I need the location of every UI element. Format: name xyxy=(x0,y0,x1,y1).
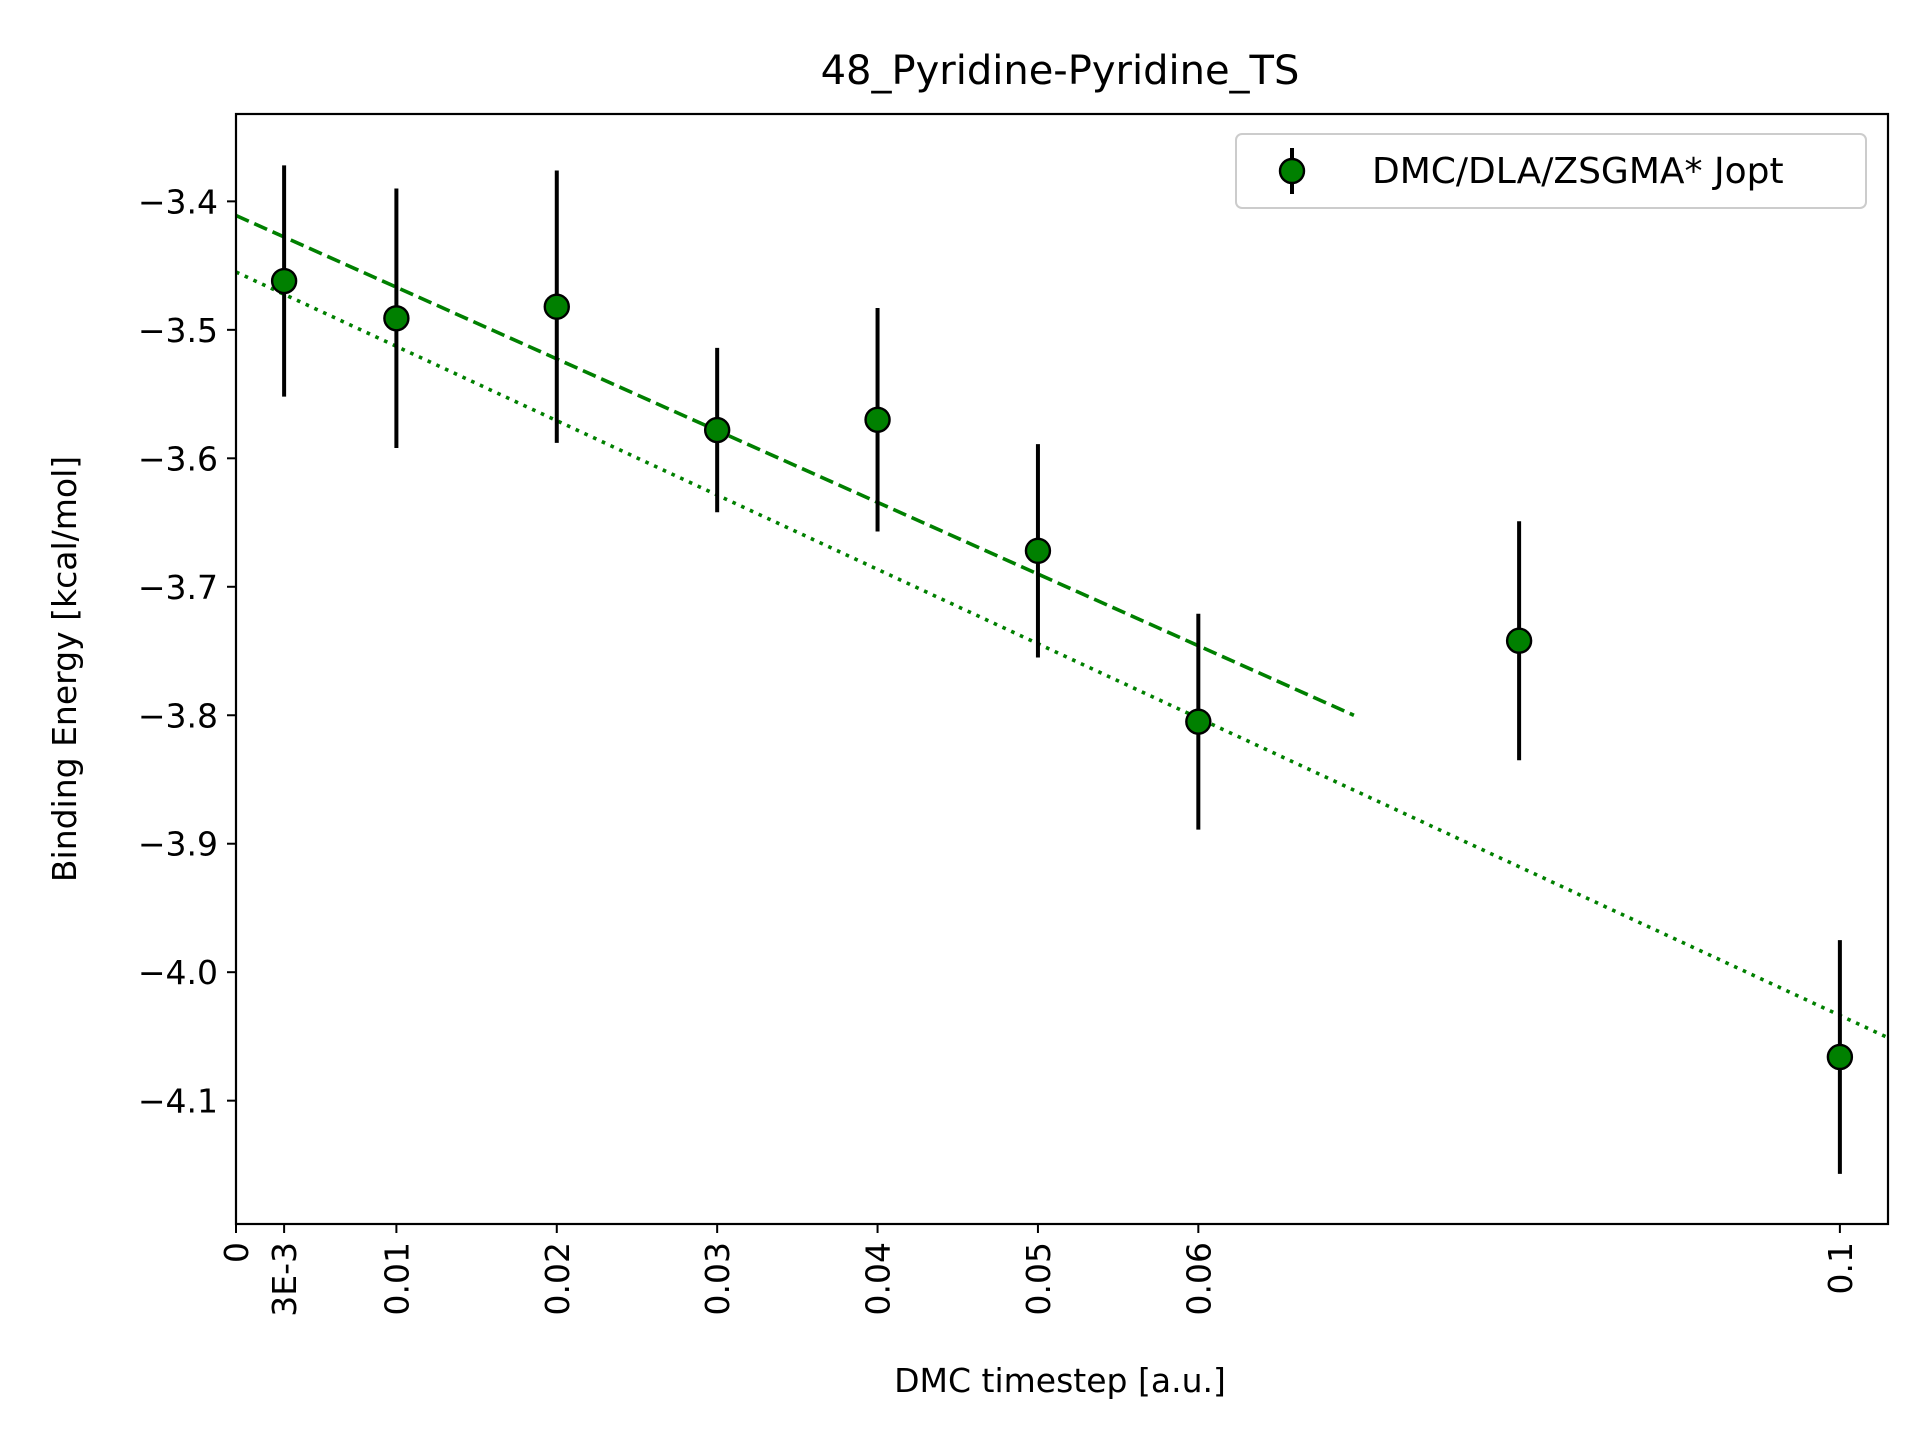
data-point xyxy=(1185,708,1212,735)
legend-marker xyxy=(1278,148,1306,194)
data-point xyxy=(383,305,410,332)
fit-line-dotted xyxy=(235,270,1889,1040)
y-axis: −3.4 −3.5 −3.6 −3.7 −3.8 −3.9 −4.0 −4.1 xyxy=(138,182,236,1121)
plot-layer xyxy=(235,165,1889,1174)
data-point xyxy=(543,293,570,320)
legend: DMC/DLA/ZSGMA* Jopt xyxy=(1235,133,1867,209)
legend-marker-dot xyxy=(1278,157,1306,185)
y-tick-label: −4.0 xyxy=(138,953,218,992)
data-point xyxy=(1505,627,1533,654)
x-tick-label: 3E-3 xyxy=(265,1242,304,1317)
y-axis-label: Binding Energy [kcal/mol] xyxy=(45,456,84,882)
x-tick-label: 0.02 xyxy=(538,1242,577,1315)
x-tick-label: 0.05 xyxy=(1019,1242,1058,1315)
data-point xyxy=(270,267,298,295)
x-tick-label: 0.04 xyxy=(859,1242,898,1315)
x-axis-label: DMC timestep [a.u.] xyxy=(894,1361,1226,1400)
legend-label: DMC/DLA/ZSGMA* Jopt xyxy=(1372,151,1784,192)
data-point xyxy=(864,406,891,433)
x-tick-label: 0.01 xyxy=(377,1242,416,1315)
chart-title: 48_Pyridine-Pyridine_TS xyxy=(821,48,1300,94)
x-tick-label: 0 xyxy=(217,1242,256,1263)
y-tick-label: −4.1 xyxy=(138,1082,218,1121)
y-tick-label: −3.5 xyxy=(138,311,218,350)
y-tick-label: −3.4 xyxy=(138,182,218,221)
data-point xyxy=(1826,1043,1854,1071)
data-point xyxy=(703,416,731,444)
legend-box xyxy=(1235,133,1867,209)
fit-line-dashed xyxy=(235,213,1355,717)
y-tick-label: −3.8 xyxy=(138,696,218,735)
x-axis: 0 3E-3 0.01 0.02 0.03 0.04 0.05 0.06 0.1 xyxy=(217,1224,1860,1317)
x-tick-label: 0.03 xyxy=(698,1242,737,1315)
data-point xyxy=(1024,537,1052,565)
x-tick-label: 0.06 xyxy=(1179,1242,1218,1315)
y-tick-label: −3.9 xyxy=(138,825,218,864)
x-tick-label: 0.1 xyxy=(1821,1242,1860,1294)
plot-frame xyxy=(234,112,1890,1226)
y-tick-label: −3.7 xyxy=(138,568,218,607)
y-tick-label: −3.6 xyxy=(138,439,218,478)
